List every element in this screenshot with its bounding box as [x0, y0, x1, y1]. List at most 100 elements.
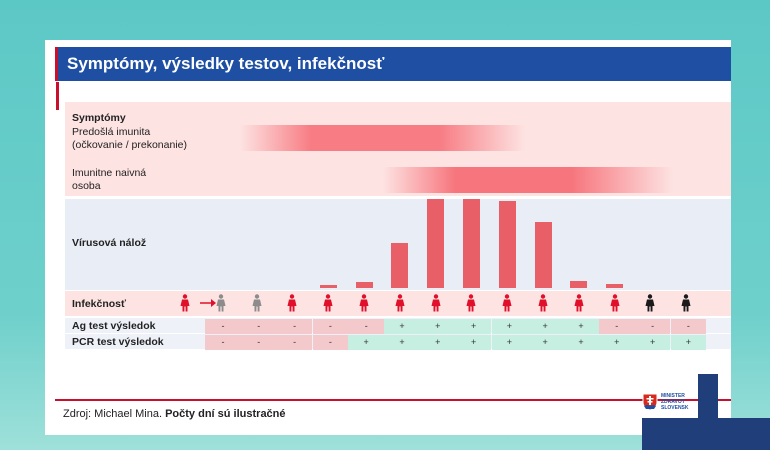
pcr-test-cell-bg	[634, 335, 671, 350]
ag-test-result: -	[686, 321, 690, 331]
pcr-test-cell-bg	[312, 335, 349, 350]
ag-test-result: +	[542, 321, 548, 331]
prior-immunity-label-2: (očkovanie / prekonanie)	[72, 139, 187, 151]
ag-test-result: -	[651, 321, 655, 331]
person-icon	[610, 294, 620, 312]
footer-divider	[55, 399, 731, 401]
slide: Symptómy, výsledky testov, infekčnosť Sy…	[45, 40, 731, 435]
symptoms-prior-immunity-bar	[240, 125, 525, 151]
pcr-test-result: -	[257, 337, 261, 347]
decor-block-vertical	[698, 374, 718, 422]
naive-label-2: osoba	[72, 180, 101, 192]
viral-load-bar	[391, 243, 409, 288]
person-icon	[287, 294, 297, 312]
pcr-test-result: -	[221, 337, 225, 347]
ag-test-cell-bg	[312, 319, 349, 334]
ag-test-cell-bg	[598, 319, 635, 334]
person-icon	[574, 294, 584, 312]
person-icon	[359, 294, 369, 312]
pcr-test-cell-bg	[491, 335, 528, 350]
slide-title: Symptómy, výsledky testov, infekčnosť	[67, 54, 385, 73]
viral-load-bar	[462, 199, 480, 288]
viral-load-bar	[570, 281, 588, 288]
pcr-test-result: +	[399, 337, 405, 347]
ag-test-result: +	[578, 321, 584, 331]
symptoms-label: Symptómy	[72, 112, 126, 124]
pcr-test-result: +	[649, 337, 656, 347]
pcr-test-cell-bg	[598, 335, 635, 350]
ag-test-cell-bg	[348, 319, 385, 334]
ag-test-cell-bg	[491, 319, 528, 334]
title-bar: Symptómy, výsledky testov, infekčnosť	[55, 47, 731, 81]
person-icon	[502, 294, 512, 312]
arrow-icon	[200, 299, 216, 307]
pcr-test-cell-bg	[670, 335, 706, 350]
ag-test-result: -	[293, 321, 297, 331]
ag-test-cell-bg	[384, 319, 420, 334]
pcr-test-result: +	[506, 337, 513, 347]
viral-load-bar	[319, 285, 337, 288]
source-note: Zdroj: Michael Mina. Počty dní sú ilustr…	[63, 408, 286, 420]
pcr-test-result: +	[685, 337, 692, 347]
pcr-test-cell-bg	[527, 335, 564, 350]
pcr-test-result: -	[293, 337, 297, 347]
ag-test-label: Ag test výsledok	[72, 320, 156, 332]
pcr-test-cell-bg	[205, 335, 241, 350]
accent-line	[56, 82, 59, 110]
ag-test-cell-bg	[240, 319, 277, 334]
coat-of-arms-icon	[642, 393, 658, 411]
source-bold: Počty dní sú ilustračné	[165, 408, 286, 420]
viral-load-bar	[355, 282, 373, 288]
viral-load-bar	[606, 284, 624, 288]
pcr-test-result: -	[328, 337, 332, 347]
prior-immunity-label-1: Predošlá imunita	[72, 126, 151, 138]
infectiousness-label: Infekčnosť	[72, 298, 127, 310]
person-icon	[645, 294, 655, 312]
decor-block-bottom	[642, 418, 770, 450]
pcr-test-cell-bg	[419, 335, 456, 350]
source-prefix: Zdroj: Michael Mina.	[63, 408, 166, 420]
person-icon	[180, 294, 190, 312]
ag-test-cell-bg	[419, 319, 456, 334]
ag-test-cell-bg	[455, 319, 492, 334]
ag-test-cell-bg	[634, 319, 671, 334]
ag-test-result: -	[328, 321, 332, 331]
ag-test-cell-bg	[205, 319, 241, 334]
pcr-test-result: +	[542, 337, 548, 347]
ag-test-result: -	[615, 321, 619, 331]
ministry-logo-text: MINISTER ZDRAVOT SLOVENSK	[661, 393, 689, 411]
pcr-test-result: +	[435, 337, 441, 347]
person-icon	[252, 294, 262, 312]
ag-test-cell-bg	[527, 319, 564, 334]
ag-test-result: -	[364, 321, 368, 331]
person-icon	[395, 294, 405, 312]
person-icon	[538, 294, 548, 312]
pcr-test-cell-bg	[455, 335, 492, 350]
pcr-test-result: +	[614, 337, 620, 347]
logo-line-3: SLOVENSK	[661, 405, 689, 411]
ag-test-result: +	[506, 321, 513, 331]
person-icon	[681, 294, 691, 312]
ag-test-result: +	[435, 321, 441, 331]
ag-test-result: +	[399, 321, 405, 331]
ag-test-cell-bg	[670, 319, 706, 334]
pcr-test-cell-bg	[276, 335, 313, 350]
person-icon	[216, 294, 226, 312]
naive-label-1: Imunitne naivná	[72, 167, 147, 179]
person-icon	[431, 294, 441, 312]
pcr-test-cell-bg	[240, 335, 277, 350]
logo-line-1: MINISTER	[661, 393, 685, 399]
pcr-test-cell-bg	[384, 335, 420, 350]
viral-load-bar	[427, 199, 445, 288]
pcr-test-result: +	[363, 337, 369, 347]
logo-line-2: ZDRAVOT	[661, 399, 685, 405]
symptoms-naive-bar	[383, 167, 673, 193]
person-icon	[323, 294, 333, 312]
viral-load-label: Vírusová nálož	[72, 237, 147, 249]
person-icon	[466, 294, 476, 312]
ag-test-result: +	[470, 321, 477, 331]
pcr-test-result: +	[470, 337, 477, 347]
pcr-test-result: +	[578, 337, 584, 347]
viral-load-bar	[534, 222, 552, 288]
pcr-test-label: PCR test výsledok	[72, 336, 164, 348]
